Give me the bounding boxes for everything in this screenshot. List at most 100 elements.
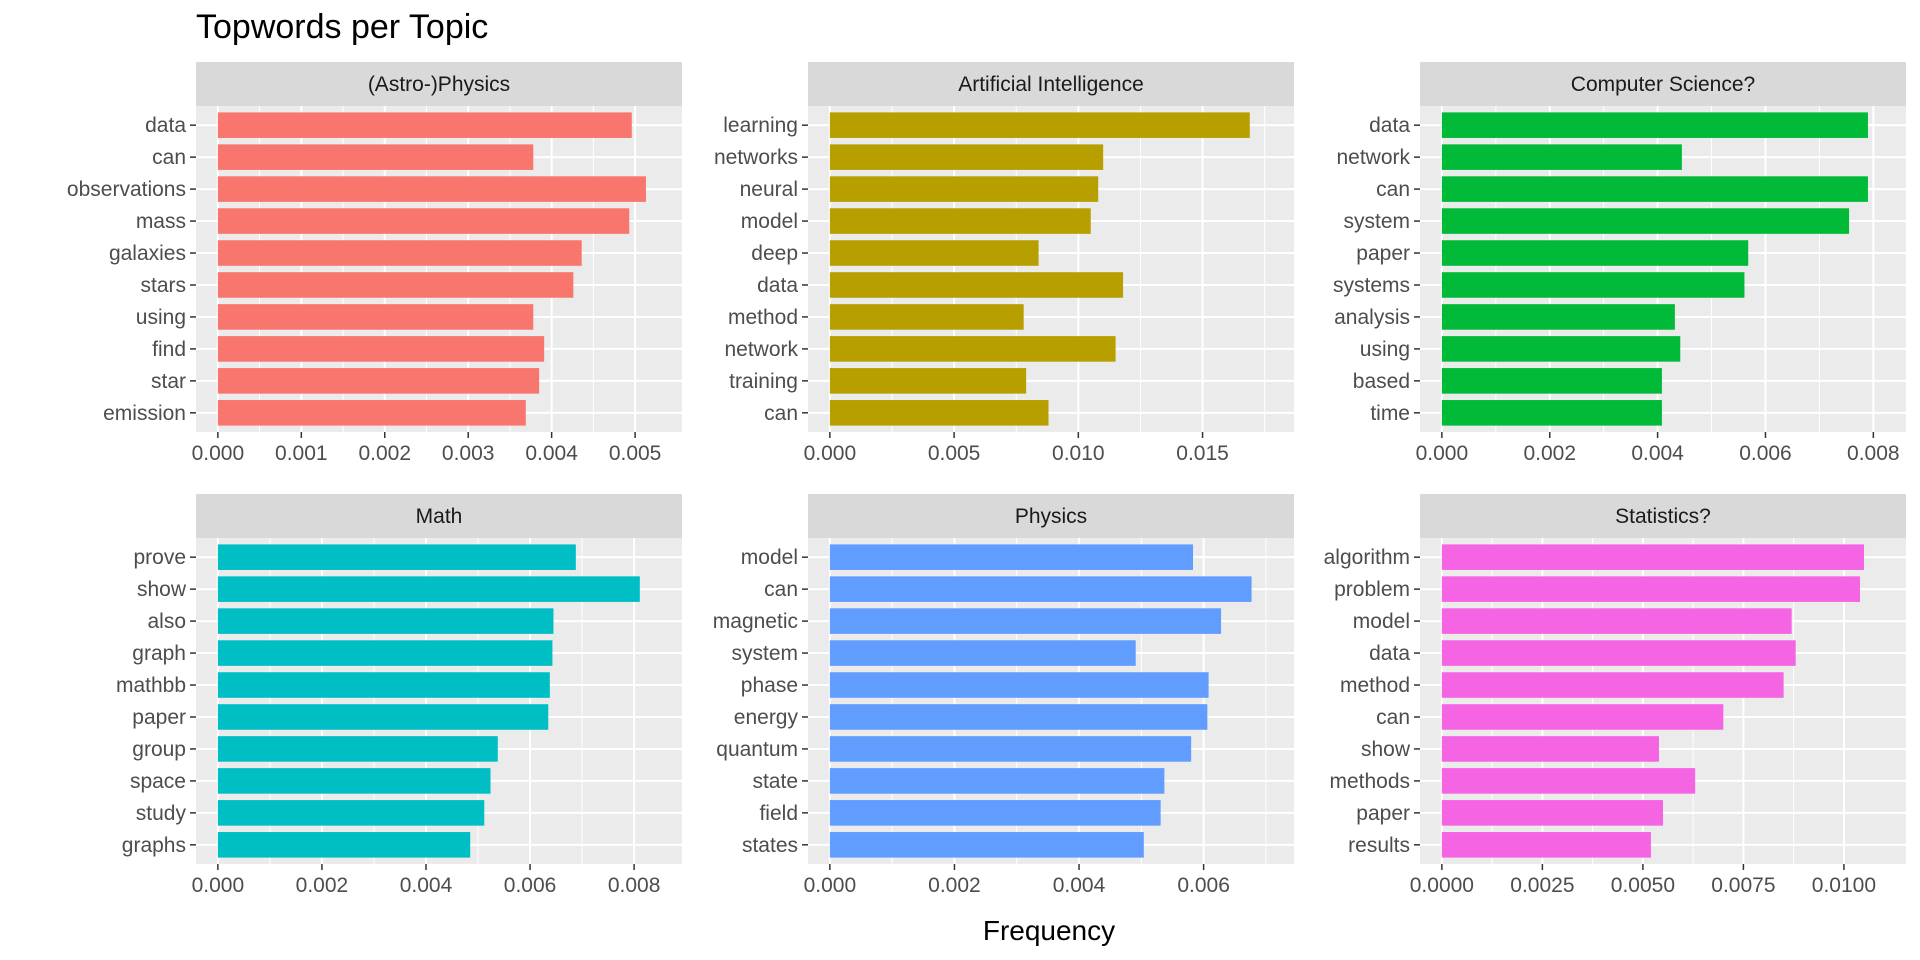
bar-system: [1441, 208, 1850, 234]
bar-method: [1441, 672, 1784, 698]
y-tick-label: using: [136, 306, 186, 329]
bar-methods: [1441, 768, 1696, 794]
bar-group: [217, 736, 498, 762]
y-tick-label: mathbb: [116, 674, 186, 697]
y-tick-label: method: [728, 306, 798, 329]
bar-paper: [217, 704, 549, 730]
y-tick-label: can: [764, 578, 798, 601]
x-tick-label: 0.0000: [1410, 874, 1474, 897]
x-tick-label: 0.002: [1523, 442, 1576, 465]
x-tick-label: 0.006: [1739, 442, 1792, 465]
facet-strip-label: Statistics?: [1615, 505, 1711, 528]
y-tick-label: learning: [723, 114, 798, 137]
x-tick-label: 0.002: [296, 874, 349, 897]
facet-strip-label: Physics: [1015, 505, 1087, 528]
bar-graphs: [217, 832, 471, 858]
y-tick-label: magnetic: [713, 610, 798, 633]
bar-phase: [829, 672, 1209, 698]
y-tick-label: stars: [140, 274, 186, 297]
y-tick-label: data: [757, 274, 798, 297]
x-tick-label: 0.015: [1176, 442, 1229, 465]
facet-strip-label: Artificial Intelligence: [958, 73, 1144, 96]
y-tick-label: can: [152, 146, 186, 169]
bar-using: [1441, 336, 1681, 362]
x-tick-label: 0.0050: [1611, 874, 1675, 897]
y-tick-label: analysis: [1334, 306, 1410, 329]
bar-data: [1441, 112, 1868, 138]
facet-math: Math prove show also graph mathbb paper group sp…: [116, 494, 682, 897]
bar-analysis: [1441, 304, 1675, 330]
y-tick-label: training: [729, 370, 798, 393]
facet-strip: [1420, 62, 1906, 106]
y-tick-label: find: [152, 338, 186, 361]
y-tick-label: study: [136, 802, 187, 825]
x-tick-label: 0.0075: [1711, 874, 1775, 897]
x-tick-label: 0.002: [928, 874, 981, 897]
bar-energy: [829, 704, 1208, 730]
bar-neural: [829, 176, 1099, 202]
bar-can: [829, 576, 1252, 602]
y-tick-label: results: [1348, 834, 1410, 857]
y-tick-label: system: [1343, 210, 1410, 233]
x-tick-label: 0.000: [804, 442, 857, 465]
bar-learning: [829, 112, 1250, 138]
x-tick-label: 0.010: [1052, 442, 1105, 465]
bar-show: [1441, 736, 1659, 762]
bar-network: [829, 336, 1116, 362]
x-tick-label: 0.006: [504, 874, 557, 897]
bar-time: [1441, 400, 1662, 426]
bar-find: [217, 336, 545, 362]
bar-mathbb: [217, 672, 550, 698]
y-tick-label: galaxies: [109, 242, 186, 265]
facet-strip: [808, 62, 1294, 106]
bar-galaxies: [217, 240, 582, 266]
facet-artificial-intelligence: Artificial Intelligence learning networks n…: [714, 62, 1294, 465]
bar-can: [829, 400, 1049, 426]
bar-graph: [217, 640, 553, 666]
y-tick-label: paper: [1356, 242, 1410, 265]
bar-field: [829, 800, 1161, 826]
bar-model: [1441, 608, 1792, 634]
facet-astro-physics: (Astro-)Physics data can observations mass ga…: [67, 62, 682, 465]
x-axis-title: Frequency: [983, 915, 1115, 946]
y-tick-label: using: [1360, 338, 1410, 361]
facet-statistics: Statistics? algorithm problem model data meth…: [1324, 494, 1906, 897]
y-tick-label: network: [724, 338, 798, 361]
y-tick-label: time: [1370, 402, 1410, 425]
bar-system: [829, 640, 1136, 666]
y-tick-label: group: [132, 738, 186, 761]
y-tick-label: deep: [751, 242, 798, 265]
y-tick-label: graphs: [122, 834, 186, 857]
y-tick-label: can: [764, 402, 798, 425]
y-tick-label: show: [1361, 738, 1411, 761]
y-tick-label: observations: [67, 178, 186, 201]
x-tick-label: 0.000: [192, 874, 245, 897]
y-tick-label: mass: [136, 210, 186, 233]
y-tick-label: can: [1376, 178, 1410, 201]
bar-mass: [217, 208, 630, 234]
bar-systems: [1441, 272, 1745, 298]
bar-network: [1441, 144, 1682, 170]
y-tick-label: network: [1336, 146, 1410, 169]
x-tick-label: 0.002: [358, 442, 411, 465]
y-tick-label: can: [1376, 706, 1410, 729]
y-tick-label: star: [151, 370, 186, 393]
x-tick-label: 0.001: [275, 442, 328, 465]
bar-study: [217, 800, 485, 826]
bar-space: [217, 768, 491, 794]
y-tick-label: system: [731, 642, 798, 665]
y-tick-label: quantum: [716, 738, 798, 761]
bar-can: [217, 144, 534, 170]
bar-can: [1441, 176, 1868, 202]
facets-layer: (Astro-)Physics data can observations mass ga…: [67, 62, 1906, 897]
bar-magnetic: [829, 608, 1222, 634]
y-tick-label: show: [137, 578, 187, 601]
bar-model: [829, 208, 1091, 234]
bar-also: [217, 608, 554, 634]
x-tick-label: 0.0025: [1510, 874, 1574, 897]
y-tick-label: neural: [740, 178, 798, 201]
y-tick-label: graph: [132, 642, 186, 665]
x-tick-label: 0.000: [804, 874, 857, 897]
